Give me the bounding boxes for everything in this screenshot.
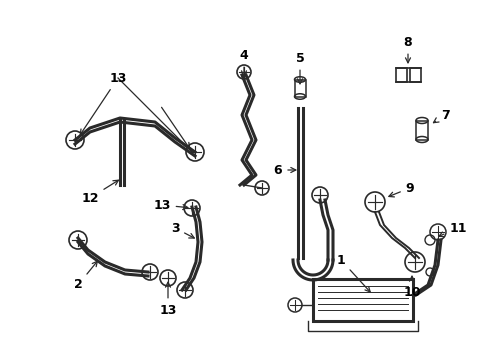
Bar: [408, 68, 420, 82]
Bar: [312, 279, 412, 321]
Text: 13: 13: [153, 198, 187, 212]
Text: 7: 7: [432, 108, 448, 123]
Text: 5: 5: [295, 51, 304, 84]
Text: 6: 6: [273, 163, 295, 176]
Text: 12: 12: [81, 180, 118, 204]
Bar: [415, 121, 427, 140]
Bar: [395, 68, 406, 82]
Text: 1: 1: [336, 253, 369, 292]
Text: 8: 8: [403, 36, 411, 63]
Bar: [294, 80, 305, 96]
Text: 13: 13: [159, 282, 176, 316]
Text: 13: 13: [80, 72, 126, 135]
Text: 10: 10: [403, 276, 420, 298]
Text: 3: 3: [170, 221, 194, 238]
Text: 2: 2: [74, 261, 97, 292]
Text: 11: 11: [438, 221, 466, 237]
Text: 9: 9: [388, 181, 413, 197]
Text: 4: 4: [239, 49, 248, 76]
